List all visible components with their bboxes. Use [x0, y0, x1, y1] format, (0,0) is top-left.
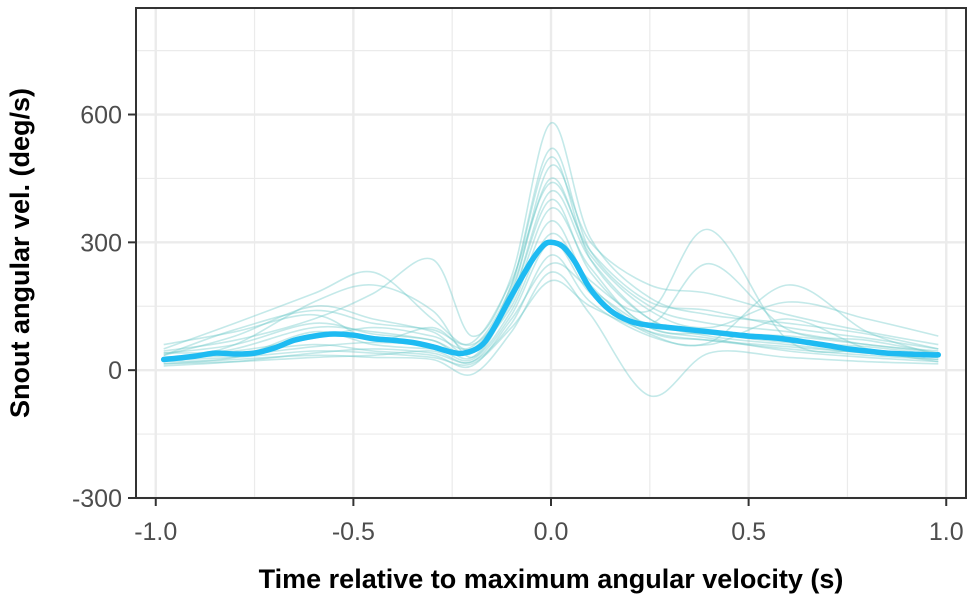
grid-lines — [136, 8, 966, 500]
trial-line-5 — [163, 164, 939, 350]
x-tick-label: 0.0 — [534, 518, 569, 546]
trial-line-6 — [163, 271, 939, 398]
mean-line-group — [160, 239, 942, 363]
trial-line-3 — [163, 147, 939, 357]
trial-line-7 — [163, 207, 939, 361]
trial-line-11 — [163, 228, 939, 362]
y-axis-ticks: -300 0 300 600 — [72, 102, 136, 513]
trial-lines — [163, 122, 939, 398]
trial-line-12 — [163, 198, 939, 363]
x-axis-ticks: -1.0 -0.5 0.0 0.5 1.0 — [134, 498, 964, 546]
y-tick-label: 300 — [80, 229, 122, 257]
y-axis-title: Snout angular vel. (deg/s) — [5, 88, 35, 418]
trial-line-9 — [163, 254, 939, 367]
trial-line-8 — [163, 122, 939, 352]
x-tick-label: -0.5 — [332, 518, 375, 546]
y-tick-label: 0 — [108, 357, 122, 385]
y-tick-label: 600 — [80, 102, 122, 130]
x-tick-label: -1.0 — [134, 518, 177, 546]
trial-line-2 — [163, 220, 939, 363]
trial-line-10 — [163, 177, 939, 351]
x-tick-label: 0.5 — [731, 518, 766, 546]
mean-line — [160, 239, 942, 363]
trial-line-15 — [163, 181, 939, 357]
x-tick-label: 1.0 — [929, 518, 964, 546]
trial-line-4 — [163, 262, 939, 369]
x-axis-title: Time relative to maximum angular velocit… — [259, 564, 844, 594]
trial-line-14 — [163, 279, 939, 366]
trial-line-1 — [163, 190, 939, 360]
y-tick-label: -300 — [72, 485, 122, 513]
